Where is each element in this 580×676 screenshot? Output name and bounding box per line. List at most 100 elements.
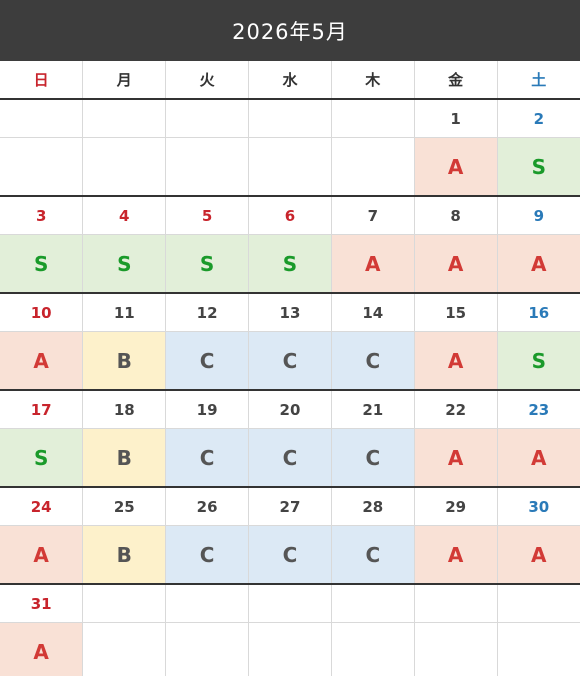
date-number: 19 — [165, 390, 250, 429]
date-number: 3 — [0, 196, 84, 235]
availability-status-cell[interactable]: C — [248, 331, 332, 391]
date-number: 2 — [496, 99, 580, 138]
availability-status-cell[interactable]: A — [496, 428, 580, 488]
empty-status-cell — [165, 622, 250, 676]
empty-date — [496, 584, 580, 623]
availability-status-cell[interactable]: A — [496, 234, 580, 294]
availability-status-cell[interactable]: C — [330, 525, 415, 585]
empty-date — [248, 99, 332, 138]
availability-status-cell[interactable]: C — [165, 525, 250, 585]
availability-status-cell[interactable]: A — [413, 234, 498, 294]
availability-status-cell[interactable]: A — [413, 428, 498, 488]
weekday-sunday: 日 — [0, 61, 84, 100]
empty-date — [165, 584, 250, 623]
date-number: 17 — [0, 390, 84, 429]
weekday-monday: 月 — [82, 61, 167, 100]
date-number-row: 10 11 12 13 14 15 16 — [0, 293, 580, 332]
empty-status-cell — [248, 622, 332, 676]
empty-date — [0, 99, 84, 138]
availability-status-cell[interactable]: S — [82, 234, 167, 294]
date-number: 9 — [496, 196, 580, 235]
availability-status-cell[interactable]: B — [82, 428, 167, 488]
weekday-wednesday: 水 — [248, 61, 332, 100]
date-number: 13 — [248, 293, 332, 332]
availability-status-cell[interactable]: A — [413, 137, 498, 197]
empty-date — [330, 584, 415, 623]
empty-date — [248, 584, 332, 623]
date-number: 16 — [496, 293, 580, 332]
date-number: 5 — [165, 196, 250, 235]
empty-status-cell — [82, 137, 167, 197]
date-number: 29 — [413, 487, 498, 526]
date-number: 14 — [330, 293, 415, 332]
availability-status-cell[interactable]: S — [496, 331, 580, 391]
availability-status-cell[interactable]: A — [330, 234, 415, 294]
empty-status-cell — [82, 622, 167, 676]
availability-status-cell[interactable]: C — [248, 428, 332, 488]
date-number: 7 — [330, 196, 415, 235]
availability-status-cell[interactable]: S — [496, 137, 580, 197]
date-number: 10 — [0, 293, 84, 332]
availability-status-cell[interactable]: A — [0, 622, 84, 676]
date-number: 22 — [413, 390, 498, 429]
date-number: 6 — [248, 196, 332, 235]
date-number-row: 31 — [0, 584, 580, 623]
availability-status-cell[interactable]: C — [165, 428, 250, 488]
availability-status-cell[interactable]: B — [82, 525, 167, 585]
availability-status-cell[interactable]: S — [248, 234, 332, 294]
date-number: 27 — [248, 487, 332, 526]
date-number: 30 — [496, 487, 580, 526]
date-number: 18 — [82, 390, 167, 429]
availability-status-cell[interactable]: S — [0, 428, 84, 488]
date-number: 1 — [413, 99, 498, 138]
empty-status-cell — [330, 622, 415, 676]
date-number: 11 — [82, 293, 167, 332]
date-number: 21 — [330, 390, 415, 429]
date-number: 31 — [0, 584, 84, 623]
availability-status-cell[interactable]: C — [330, 428, 415, 488]
date-number-row: 24 25 26 27 28 29 30 — [0, 487, 580, 526]
empty-status-cell — [165, 137, 250, 197]
empty-status-cell — [0, 137, 84, 197]
date-number: 28 — [330, 487, 415, 526]
empty-date — [165, 99, 250, 138]
date-number: 4 — [82, 196, 167, 235]
availability-status-cell[interactable]: C — [248, 525, 332, 585]
empty-date — [330, 99, 415, 138]
date-number: 15 — [413, 293, 498, 332]
empty-status-cell — [330, 137, 415, 197]
availability-status-cell[interactable]: S — [165, 234, 250, 294]
date-number: 23 — [496, 390, 580, 429]
date-number: 26 — [165, 487, 250, 526]
availability-status-cell[interactable]: C — [330, 331, 415, 391]
weekday-tuesday: 火 — [165, 61, 250, 100]
empty-status-cell — [496, 622, 580, 676]
availability-status-cell[interactable]: A — [0, 525, 84, 585]
date-number-row: 17 18 19 20 21 22 23 — [0, 390, 580, 429]
calendar-grid: 日 月 火 水 木 金 土 1 2 A S 3 4 5 6 7 8 9 S S S S A A A 10 11 12 13… — [0, 61, 580, 676]
calendar-title: 2026年5月 — [0, 0, 580, 61]
availability-status-cell[interactable]: S — [0, 234, 84, 294]
weekday-saturday: 土 — [496, 61, 580, 100]
date-number: 25 — [82, 487, 167, 526]
availability-status-cell[interactable]: A — [0, 331, 84, 391]
availability-status-cell[interactable]: C — [165, 331, 250, 391]
availability-status-cell[interactable]: A — [413, 331, 498, 391]
empty-status-cell — [248, 137, 332, 197]
availability-status-cell[interactable]: A — [413, 525, 498, 585]
empty-date — [413, 584, 498, 623]
date-number: 12 — [165, 293, 250, 332]
weekday-friday: 金 — [413, 61, 498, 100]
date-number: 24 — [0, 487, 84, 526]
availability-status-cell[interactable]: B — [82, 331, 167, 391]
availability-status-cell[interactable]: A — [496, 525, 580, 585]
status-row: A — [0, 622, 580, 676]
